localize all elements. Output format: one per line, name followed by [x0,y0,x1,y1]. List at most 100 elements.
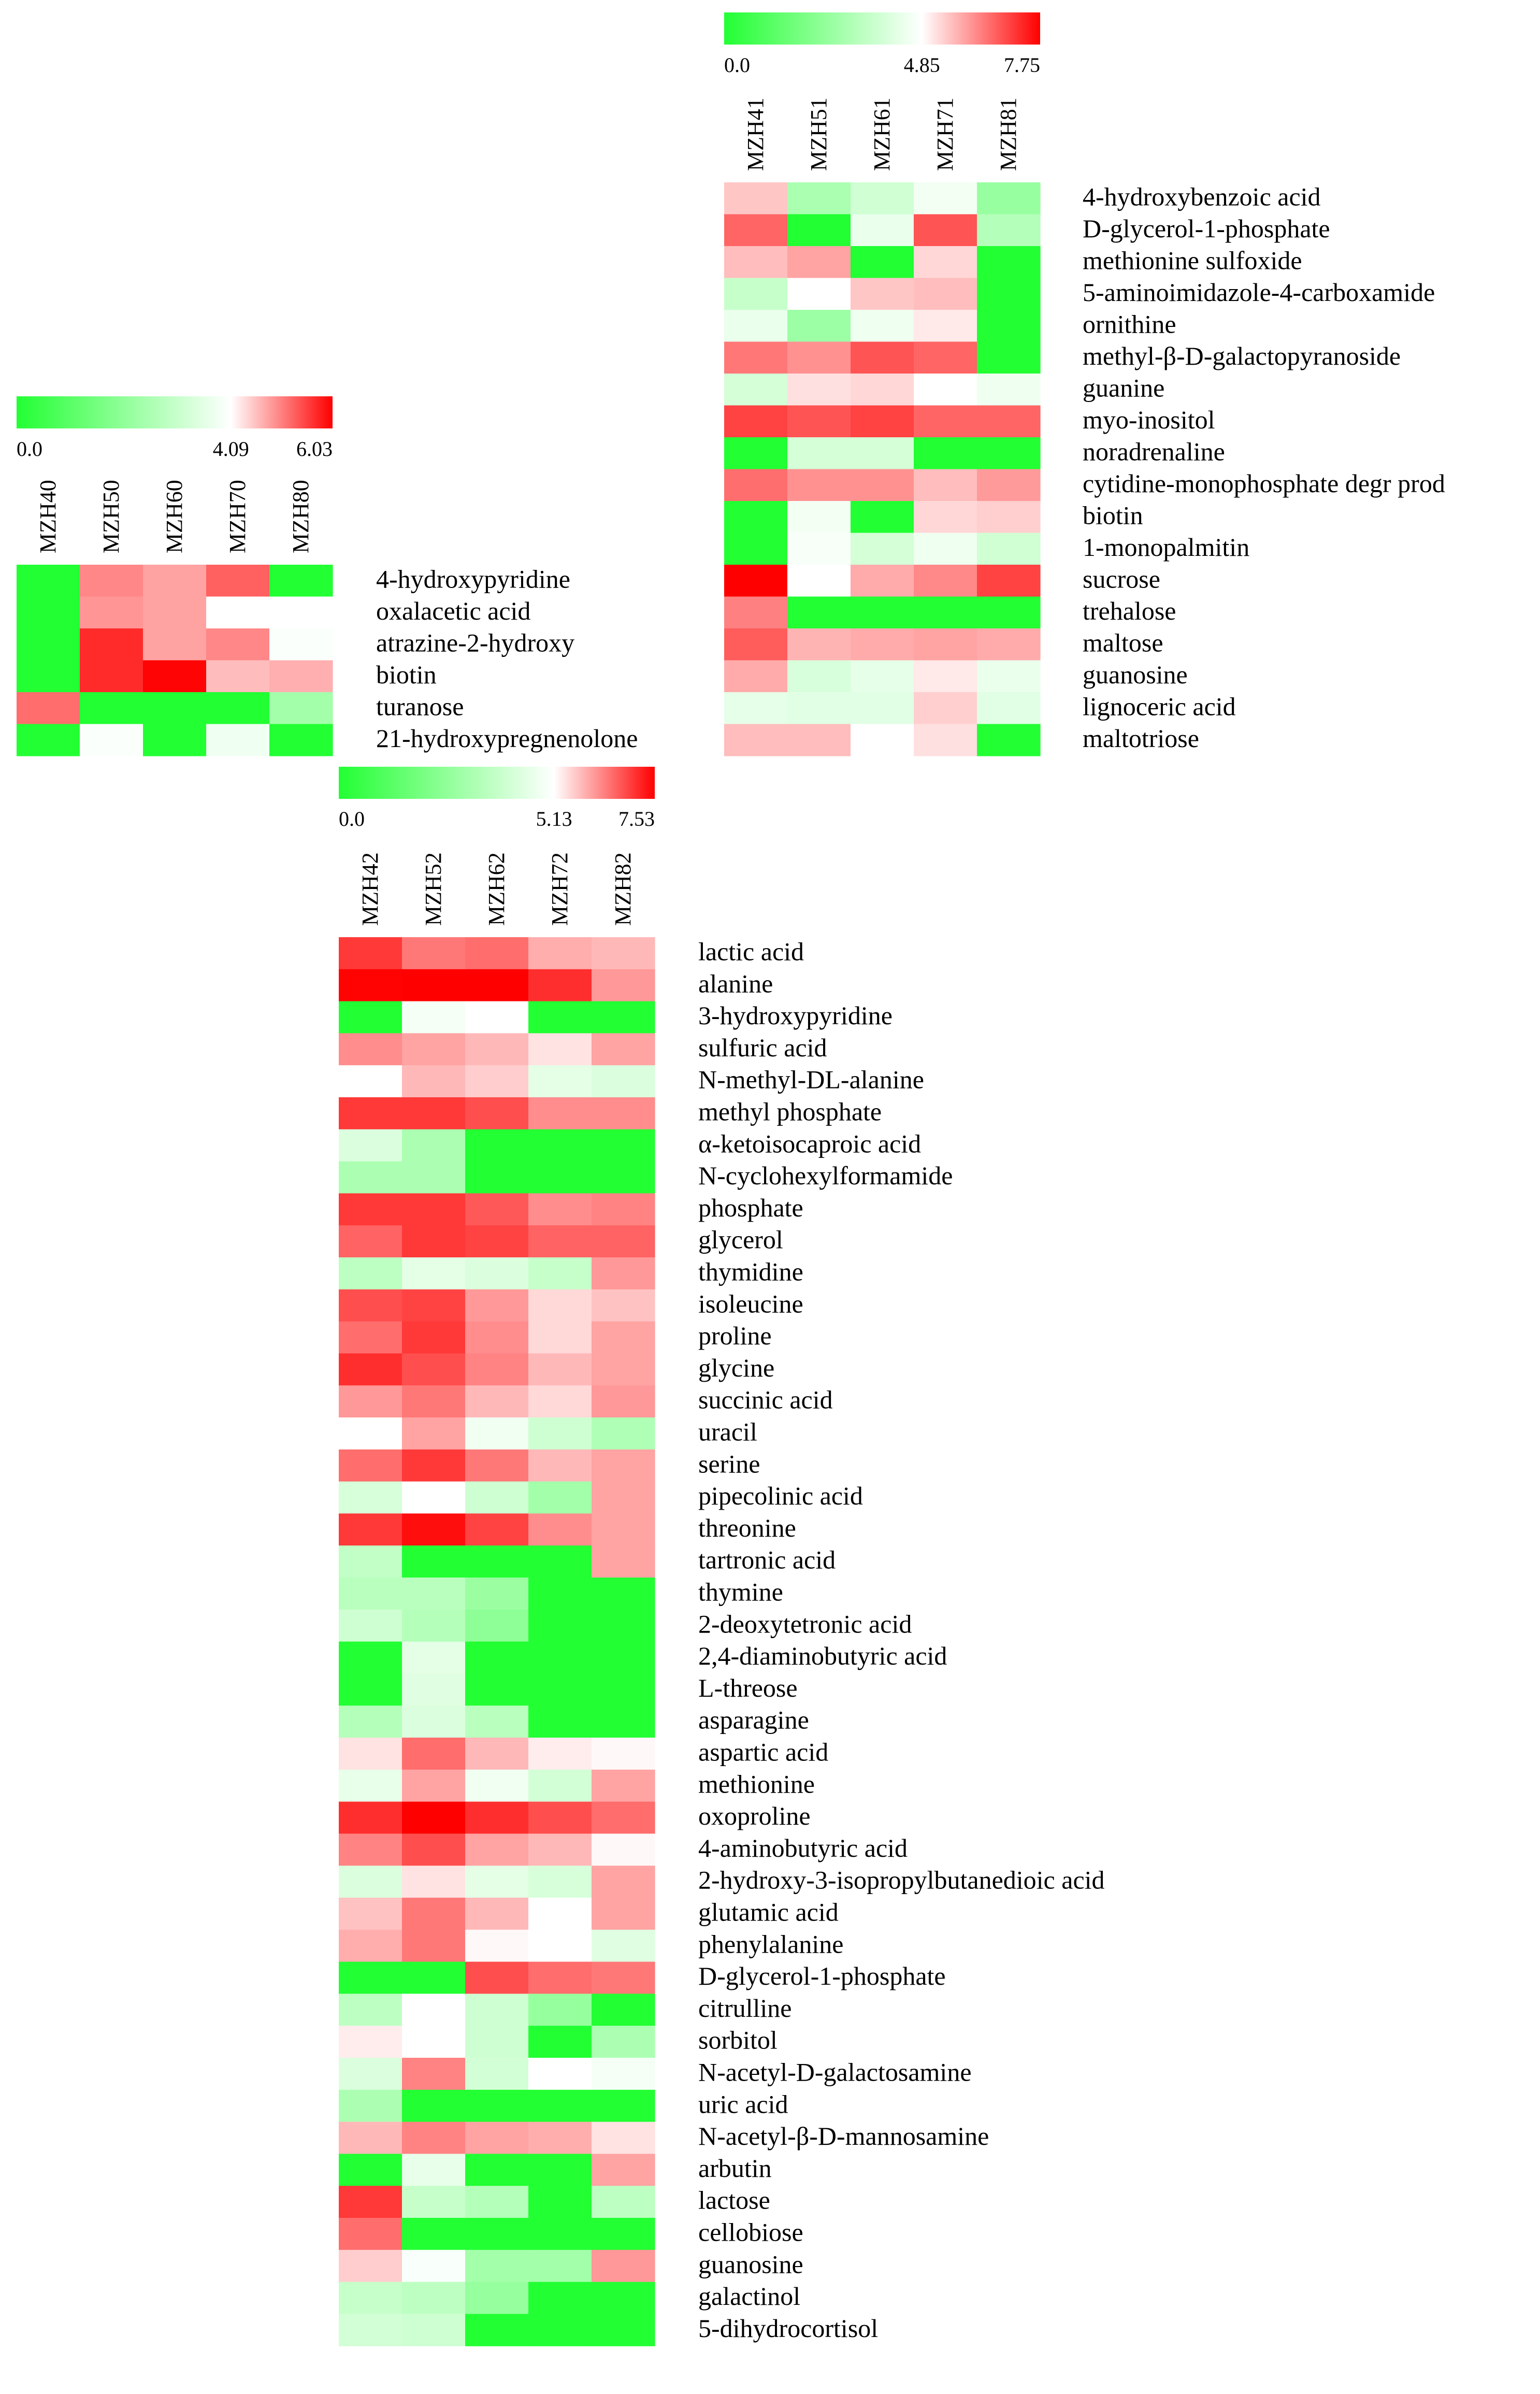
heatmap-cell [465,2154,529,2186]
heatmap-cell [339,1065,402,1098]
heatmap-cell [914,628,977,661]
heatmap-cell [528,1161,592,1194]
heatmap-cell [977,628,1041,661]
heatmap-cell [914,469,977,501]
heatmap-cell [528,1578,592,1610]
heatmap-cell [592,1673,655,1706]
heatmap-cell [528,1353,592,1386]
heatmap-cell [851,341,914,374]
heatmap-cell [402,1641,466,1674]
row-label: alanine [698,969,773,998]
heatmap-cell [787,374,851,406]
heatmap-cell [339,2249,402,2283]
heatmap-cell [465,1545,529,1578]
heatmap-cell [465,2121,529,2154]
heatmap-cell [914,278,977,310]
row-label: 4-hydroxybenzoic acid [1083,182,1321,211]
heatmap-cell [402,2186,466,2218]
heatmap-cell [528,2314,592,2346]
row-label: trehalose [1083,596,1176,625]
column-label: MZH60 [162,480,187,553]
heatmap-cell [724,405,788,438]
heatmap-cell [465,2282,529,2314]
heatmap-cell [724,596,788,629]
heatmap-cell [592,1033,655,1066]
heatmap-cell [465,1257,529,1290]
heatmap-cell [402,1738,466,1770]
heatmap-cell [80,660,143,693]
heatmap-cell [592,2218,655,2250]
heatmap-cell [592,1641,655,1674]
heatmap-cell [339,1353,402,1386]
heatmap-cell [402,1866,466,1898]
heatmap-cell [465,1609,529,1642]
row-label: sulfuric acid [698,1033,827,1062]
heatmap-cell [592,1801,655,1834]
heatmap-cell [592,1129,655,1162]
heatmap-cell [402,2154,466,2186]
heatmap-cell [592,2089,655,2123]
heatmap-cell [339,2121,402,2154]
heatmap-cell [592,1769,655,1802]
heatmap-cell [269,724,333,756]
heatmap-cell [465,1129,529,1162]
heatmap-cell [528,1673,592,1706]
heatmap-cell [465,1193,529,1226]
heatmap-cell [339,1449,402,1482]
heatmap-cell [402,1898,466,1930]
heatmap-cell [206,565,270,597]
heatmap-cell [339,937,402,970]
heatmap-cell [465,1898,529,1930]
heatmap-cell [787,214,851,247]
heatmap-cell [465,2058,529,2090]
row-label: methionine [698,1769,815,1798]
heatmap-cell [787,692,851,725]
heatmap-cell [339,1801,402,1834]
row-label: N-acetyl-β-D-mannosamine [698,2121,989,2151]
heatmap-cell [339,1609,402,1642]
row-label: serine [698,1449,760,1478]
heatmap-cell [402,1321,466,1354]
heatmap-cell [339,1385,402,1418]
heatmap-cell [528,1641,592,1674]
heatmap-cell [528,1545,592,1578]
heatmap-cell [914,565,977,597]
heatmap-cell [339,1513,402,1546]
heatmap-cell [528,1705,592,1738]
row-label: N-cyclohexylformamide [698,1161,953,1190]
heatmap-cell [402,1129,466,1162]
row-label: isoleucine [698,1289,803,1318]
heatmap-cell [592,1961,655,1994]
heatmap-cell [724,469,788,501]
heatmap-cell [402,1353,466,1386]
heatmap-cell [724,214,788,247]
heatmap-cell [339,1641,402,1674]
heatmap-cell [17,724,80,756]
heatmap-cell [339,1321,402,1354]
row-label: sorbitol [698,2026,778,2055]
heatmap-cell [339,1833,402,1866]
heatmap-cell [724,278,788,310]
heatmap-cell [528,937,592,970]
heatmap-cell [339,1866,402,1898]
heatmap-cell [592,969,655,1002]
heatmap-cell [787,501,851,534]
row-label: N-methyl-DL-alanine [698,1065,924,1094]
heatmap-cell [80,724,143,756]
heatmap-cell [339,1033,402,1066]
heatmap-cell [787,596,851,629]
column-label: MZH81 [996,97,1021,171]
row-label: guanosine [1083,660,1188,689]
heatmap-cell [851,724,914,756]
row-label: phosphate [698,1193,803,1222]
heatmap-cell [528,2026,592,2058]
row-label: phenylalanine [698,1929,843,1958]
heatmap-cell [528,1257,592,1290]
heatmap-cell [465,2186,529,2218]
column-label: MZH42 [357,852,383,926]
row-label: 5-dihydrocortisol [698,2314,878,2343]
heatmap-cell [17,596,80,629]
heatmap-cell [339,1578,402,1610]
heatmap-cell [17,628,80,661]
heatmap-cell [977,310,1041,342]
